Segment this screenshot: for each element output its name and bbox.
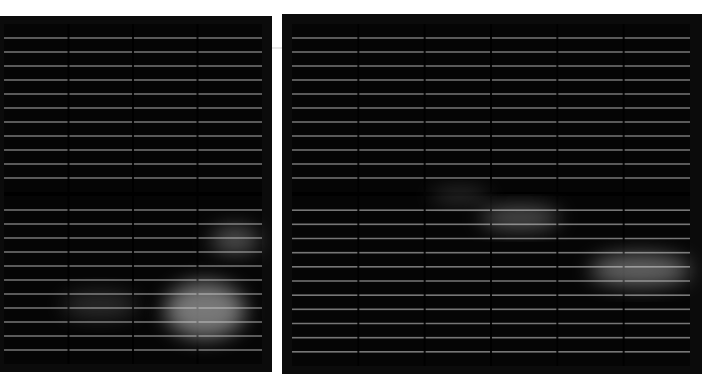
glow-hotspot [211,226,259,254]
left-panel [0,16,272,372]
glow-hotspot [430,188,490,204]
right-panel [282,14,702,374]
glow-hotspot [165,282,245,338]
glow-hotspot [590,254,690,286]
glow-hotspot [62,291,138,319]
glow-hotspot [480,206,560,230]
